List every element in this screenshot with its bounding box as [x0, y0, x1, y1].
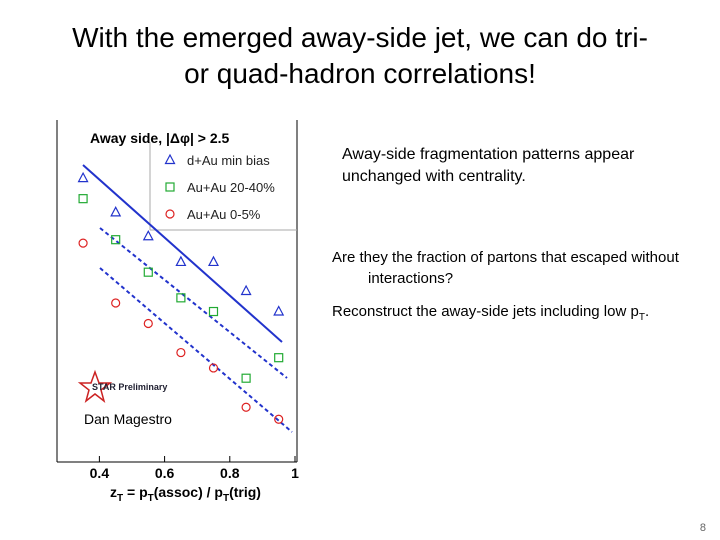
subscript: T: [638, 312, 645, 323]
x-tick-label: 0.4: [90, 465, 110, 481]
legend-label: Au+Au 20-40%: [187, 180, 275, 195]
marker: [143, 267, 153, 277]
marker: [78, 238, 88, 248]
marker: [164, 153, 176, 165]
marker: [142, 229, 154, 241]
title-line: or quad-hadron correlations!: [184, 58, 536, 89]
label-part: (assoc) / p: [154, 484, 223, 500]
marker: [110, 206, 122, 217]
page-number: 8: [699, 522, 706, 534]
legend-label: Au+Au 0-5%: [187, 207, 261, 222]
title-line: With the emerged away-side jet, we can d…: [72, 22, 648, 53]
fit-line: [82, 164, 283, 343]
marker: [208, 306, 219, 317]
subscript: T: [223, 493, 229, 504]
author: Dan Magestro: [84, 411, 172, 427]
bullet: Are they the fraction of partons that es…: [332, 247, 720, 289]
marker: [111, 235, 121, 245]
marker: [241, 402, 251, 412]
bullet: Reconstruct the away-side jets including…: [332, 301, 720, 328]
marker: [207, 255, 219, 267]
x-axis-label: zT = pT(assoc) / pT(trig): [110, 484, 261, 504]
label-part: z: [110, 484, 117, 500]
marker: [274, 414, 284, 424]
marker: [240, 284, 252, 296]
marker: [77, 171, 89, 183]
marker: [175, 255, 187, 267]
marker: [111, 298, 121, 308]
subscript: T: [148, 493, 154, 504]
note: Away-side fragmentation patterns appear …: [342, 146, 635, 185]
marker: [273, 305, 285, 316]
slide-title: With the emerged away-side jet, we can d…: [0, 20, 720, 92]
x-tick-label: 1: [291, 465, 299, 481]
subscript: T: [117, 493, 123, 504]
x-tick-label: 0.6: [155, 465, 175, 481]
logo-text: STAR Preliminary: [92, 382, 167, 392]
marker: [208, 363, 219, 373]
plot-title: Away side, |Δφ| > 2.5: [90, 130, 230, 146]
x-tick-label: 0.8: [220, 465, 240, 481]
label-part: = p: [123, 484, 148, 500]
marker: [176, 347, 186, 358]
marker: [274, 353, 284, 363]
marker: [78, 194, 88, 204]
marker: [165, 182, 175, 192]
marker: [176, 293, 186, 303]
bullet-text: Are they the fraction of partons that es…: [332, 249, 679, 287]
bullet-text: Reconstruct the away-side jets including…: [332, 303, 639, 320]
fit-line: [99, 267, 293, 433]
marker: [165, 209, 175, 219]
legend-label: d+Au min bias: [187, 153, 270, 168]
bullet-text: .: [644, 303, 650, 320]
marker: [241, 373, 251, 383]
marker: [143, 318, 153, 329]
label-part: (trig): [229, 484, 261, 500]
star-logo: [77, 369, 113, 403]
fit-line: [99, 227, 288, 379]
